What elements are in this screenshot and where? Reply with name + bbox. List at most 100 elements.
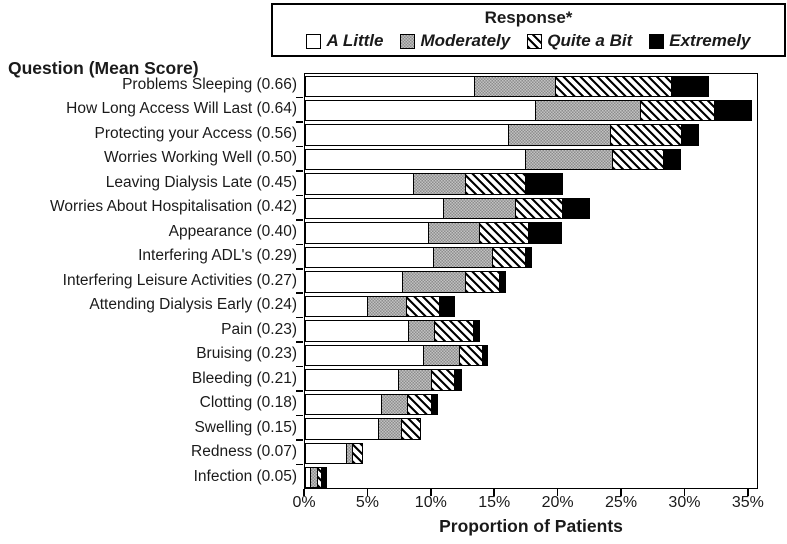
bar-row: [305, 441, 757, 465]
y-axis-tick: [296, 145, 303, 148]
diagonal-hatch-square-icon: [527, 33, 543, 49]
y-axis-tick: [296, 341, 303, 343]
bar-segment-a-little: [305, 320, 409, 342]
bar-row: [305, 417, 757, 441]
bar-segment-quite-a-bit: [458, 344, 484, 367]
stacked-bar: [305, 271, 507, 293]
bar-segment-quite-a-bit: [491, 246, 527, 269]
stacked-bar: [305, 295, 456, 318]
bar-segment-moderately: [534, 99, 642, 122]
bar-row: [305, 74, 757, 98]
bar-segment-moderately: [407, 320, 435, 342]
bar-segment-quite-a-bit: [465, 271, 500, 293]
bar-row: [305, 245, 757, 269]
bar-segment-extremely: [431, 393, 438, 416]
y-axis-tick: [296, 414, 303, 417]
bar-segment-moderately: [397, 369, 433, 391]
stacked-bar: [305, 246, 532, 269]
category-label: Attending Dialysis Early (0.24): [89, 296, 297, 314]
bar-segment-quite-a-bit: [431, 369, 456, 391]
bar-segment-moderately: [508, 124, 611, 146]
stacked-bar: [305, 467, 328, 489]
bar-segment-quite-a-bit: [640, 99, 716, 122]
bar-row: [305, 147, 757, 171]
bar-segment-extremely: [561, 197, 590, 220]
legend-item-label: Quite a Bit: [547, 31, 633, 50]
category-label: Bleeding (0.21): [191, 369, 297, 387]
bar-segment-moderately: [401, 271, 467, 293]
bar-segment-moderately: [413, 173, 467, 195]
stacked-bar: [305, 75, 710, 97]
bar-segment-extremely: [438, 295, 456, 318]
bar-segment-moderately: [473, 75, 557, 97]
bar-segment-extremely: [525, 246, 532, 269]
bar-segment-extremely: [681, 124, 699, 146]
bar-segment-extremely: [498, 271, 507, 293]
bar-segment-quite-a-bit: [465, 173, 527, 195]
legend-item-label: Extremely: [669, 31, 751, 50]
stacked-bar: [305, 344, 489, 367]
y-axis-tick: [296, 243, 303, 246]
bar-segment-a-little: [305, 173, 415, 195]
bar-segment-moderately: [377, 418, 402, 440]
category-label: Clotting (0.18): [199, 394, 297, 412]
bar-segment-a-little: [305, 124, 510, 146]
legend-box: Response* A Little Moderately Quite a Bi…: [271, 3, 786, 57]
legend-item-label: A Little: [326, 31, 384, 50]
bar-segment-quite-a-bit: [433, 320, 475, 342]
y-axis-tick: [296, 96, 303, 99]
bar-segment-quite-a-bit: [405, 295, 440, 318]
stacked-bar: [305, 124, 699, 146]
category-label: Problems Sleeping (0.66): [122, 76, 297, 93]
category-label: Worries About Hospitalisation (0.42): [50, 198, 297, 216]
legend-item-quite-a-bit: Quite a Bit: [527, 29, 632, 53]
bar-segment-moderately: [423, 344, 460, 367]
legend-item-a-little: A Little: [306, 29, 383, 53]
bar-row: [305, 392, 757, 416]
y-axis-tick: [296, 268, 303, 270]
white-square-icon: [306, 33, 322, 49]
stacked-bar: [305, 320, 480, 342]
bar-row: [305, 270, 757, 294]
bar-segment-quite-a-bit: [406, 393, 433, 416]
stacked-bar: [305, 173, 564, 195]
bar-row: [305, 196, 757, 220]
bar-segment-quite-a-bit: [400, 418, 421, 440]
bar-segment-extremely: [320, 467, 328, 489]
x-axis-tick-label: 30%: [668, 494, 701, 511]
bar-segment-extremely: [482, 344, 489, 367]
category-label: Infection (0.05): [193, 467, 297, 485]
x-axis-tick: [620, 489, 622, 496]
stacked-bar: [305, 99, 753, 122]
bar-segment-a-little: [305, 197, 445, 220]
stacked-bar: [305, 369, 462, 391]
bar-segment-moderately: [428, 222, 481, 244]
bar-segment-extremely: [714, 99, 753, 122]
category-label: Leaving Dialysis Late (0.45): [105, 173, 297, 191]
bar-segment-moderately: [381, 393, 408, 416]
y-axis-tick: [296, 292, 303, 294]
legend-item-moderately: Moderately: [400, 29, 510, 53]
bar-segment-quite-a-bit: [609, 124, 683, 146]
bar-segment-moderately: [443, 197, 516, 220]
bar-segment-a-little: [305, 246, 435, 269]
y-axis-tick: [296, 365, 303, 368]
x-axis-tick: [683, 489, 686, 496]
stacked-bar: [305, 393, 438, 416]
legend-item-extremely: Extremely: [649, 29, 751, 53]
bar-segment-extremely: [671, 75, 710, 97]
bar-segment-quite-a-bit: [352, 442, 363, 465]
x-axis-tick-label: 20%: [541, 494, 574, 511]
legend-title: Response*: [484, 8, 573, 27]
x-axis-tick: [430, 489, 432, 496]
y-axis-tick: [296, 194, 303, 197]
category-label: Worries Working Well (0.50): [104, 149, 297, 167]
y-axis-tick: [296, 121, 303, 123]
x-axis-tick-label: 0%: [292, 494, 316, 511]
bar-row: [305, 343, 757, 367]
gray-dotted-square-icon: [400, 33, 416, 49]
category-label: Pain (0.23): [221, 320, 297, 338]
y-axis-title: Question (Mean Score): [8, 58, 199, 78]
x-axis-tick: [303, 489, 305, 496]
